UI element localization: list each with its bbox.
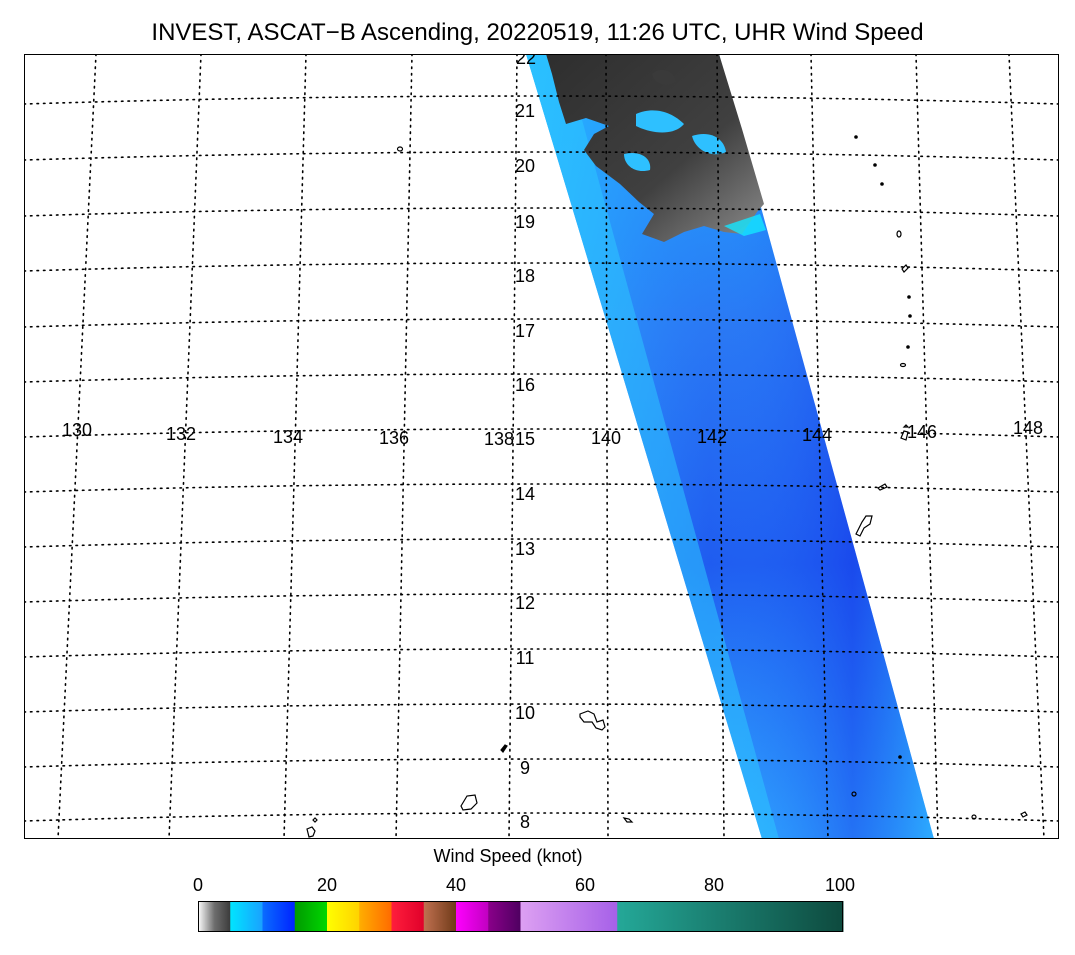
lon-label: 138 [484,429,514,449]
colorbar-label: Wind Speed (knot) [433,846,583,866]
lat-label: 18 [515,266,535,286]
colorbar-tick: 20 [316,875,338,895]
colorbar-segment [198,901,231,932]
colorbar-segment [294,901,328,932]
lat-label: 22 [516,54,536,68]
lat-label: 21 [515,101,535,121]
lon-label: 148 [1013,418,1043,438]
lat-label: 20 [515,156,535,176]
lat-label: 17 [515,321,535,341]
colorbar-tick: 40 [445,875,467,895]
gridlines [24,54,1059,839]
lat-label: 9 [520,758,530,778]
lat-label: 19 [515,212,535,232]
lat-label: 14 [515,484,535,504]
colorbar-segment [262,901,296,932]
colorbar-tick: 80 [703,875,725,895]
lon-label: 130 [62,420,92,440]
colorbar-segment [617,901,844,932]
lat-label: 15 [515,429,535,449]
colorbar-segment [230,901,263,932]
colorbar-segment [359,901,392,932]
colorbar-segment [456,901,489,932]
lon-label: 134 [273,427,303,447]
latitude-labels: 22 21 20 19 18 17 16 15 14 13 12 11 10 9… [515,54,536,832]
map-title: INVEST, ASCAT−B Ascending, 20220519, 11:… [151,19,924,46]
colorbar-tick: 100 [824,875,856,895]
lon-label: 142 [697,427,727,447]
wind-map: 130 132 134 136 138 140 142 144 146 148 … [24,54,1059,839]
lon-label: 140 [591,428,621,448]
lon-label: 136 [379,428,409,448]
lat-label: 16 [515,375,535,395]
colorbar-tick: 60 [574,875,596,895]
lat-label: 13 [515,539,535,559]
lon-label: 146 [907,422,937,442]
longitude-labels: 130 132 134 136 138 140 142 144 146 148 [62,418,1043,449]
lat-label: 10 [515,703,535,723]
colorbar-segment [423,901,457,932]
colorbar [198,901,844,932]
lon-label: 144 [802,425,832,445]
colorbar-tick: 0 [192,875,204,895]
lon-label: 132 [166,424,196,444]
low-wind-region [546,54,764,242]
colorbar-segment [327,901,360,932]
ascat-swath [526,54,934,839]
colorbar-segment [520,901,618,932]
colorbar-segment [488,901,521,932]
lat-label: 12 [515,593,535,613]
lat-label: 8 [520,812,530,832]
land-outlines [306,135,1028,838]
lat-label: 11 [516,648,535,668]
colorbar-segment [391,901,425,932]
